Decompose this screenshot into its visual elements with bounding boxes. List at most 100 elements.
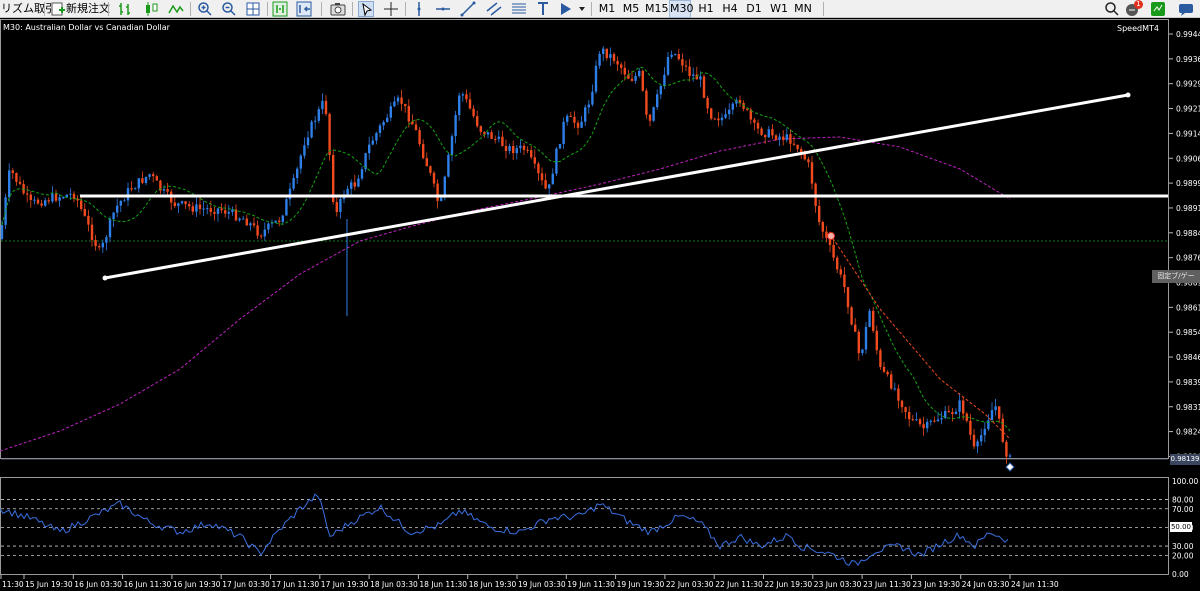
candle-body	[148, 174, 151, 177]
candle-body	[436, 183, 439, 201]
notifications-icon[interactable]: 1	[1125, 0, 1143, 17]
candle-body	[126, 188, 130, 201]
candle-body	[641, 70, 644, 91]
candle-body	[771, 129, 774, 136]
candle-body	[872, 310, 875, 331]
candle-body	[382, 122, 385, 126]
channel-icon[interactable]	[486, 1, 502, 17]
candle-body	[886, 371, 889, 375]
candle-body	[580, 121, 583, 128]
candle-body	[472, 108, 475, 117]
tile-windows-icon[interactable]	[245, 1, 261, 17]
candle-body	[321, 100, 324, 110]
candle-body	[724, 114, 727, 118]
timeframe-h4[interactable]: H4	[722, 2, 738, 15]
chevron-down-icon[interactable]	[574, 1, 585, 17]
horizontal-line-icon[interactable]	[435, 1, 451, 17]
line-chart-icon[interactable]	[168, 1, 184, 17]
zoom-out-icon[interactable]	[221, 1, 237, 17]
toolbar-separator	[267, 2, 268, 16]
candle-body	[476, 116, 479, 127]
timeframe-m1[interactable]: M1	[598, 2, 616, 15]
candle-body	[371, 140, 374, 145]
timeframe-w1[interactable]: W1	[770, 2, 788, 15]
candle-body	[180, 201, 184, 204]
candle-body	[558, 143, 562, 149]
candle-body	[360, 169, 364, 179]
search-icon[interactable]	[1104, 1, 1120, 17]
timeframe-d1[interactable]: D1	[746, 2, 762, 15]
crosshair-icon[interactable]	[383, 1, 399, 17]
candlestick-icon[interactable]	[143, 1, 159, 17]
trade-button[interactable]: リズム取引	[1, 2, 56, 15]
candle-body	[512, 146, 515, 154]
price-axis-label: 0.99065	[1176, 154, 1200, 163]
candle-body	[411, 121, 414, 125]
candle-body	[566, 115, 569, 122]
ma-slow-layer	[0, 136, 1011, 452]
candle-body	[605, 48, 608, 59]
candle-body	[116, 205, 119, 213]
trendline-icon[interactable]	[460, 1, 476, 17]
timeframe-m30[interactable]: M30	[669, 0, 694, 18]
candle-body	[407, 106, 410, 122]
candle-body	[544, 180, 547, 189]
cursor-icon[interactable]	[358, 1, 374, 17]
timeframe-m5[interactable]: M5	[622, 2, 640, 15]
candle-body	[281, 215, 284, 223]
candle-body	[594, 65, 598, 92]
chat-icon[interactable]	[1178, 1, 1194, 17]
toolbar-separator	[591, 2, 592, 16]
bar-chart-icon[interactable]	[117, 1, 133, 17]
candle-body	[80, 200, 83, 210]
candle-body	[393, 101, 396, 107]
timeframe-m15[interactable]: M15	[645, 2, 669, 15]
candle-body	[670, 54, 673, 58]
candle-body	[533, 157, 536, 164]
candle-body	[134, 188, 137, 190]
chart-shift-icon[interactable]	[272, 1, 288, 17]
candle-body	[105, 237, 108, 243]
candle-body	[951, 411, 954, 414]
candle-body	[526, 149, 529, 151]
signals-icon[interactable]	[1150, 1, 1166, 17]
new-order-button[interactable]: 新規注文	[66, 2, 110, 15]
screenshot-icon[interactable]	[330, 1, 346, 17]
candle-body	[850, 307, 853, 325]
candle-body	[396, 97, 400, 102]
fibonacci-icon[interactable]	[511, 1, 527, 17]
autoscroll-icon[interactable]	[296, 1, 312, 17]
candle-body	[648, 114, 652, 121]
time-axis-label: 16 Jun 11:30	[124, 580, 172, 589]
time-axis-label: 17 Jun 19:30	[321, 580, 369, 589]
time-axis-label: 19 Jun 03:30	[518, 580, 566, 589]
candle-body	[87, 215, 90, 225]
candle-body	[612, 54, 616, 61]
ascending-trendline	[104, 93, 1129, 280]
candle-body	[429, 166, 432, 173]
rsi-layer	[0, 493, 1009, 566]
notification-badge: 1	[1134, 0, 1143, 9]
candle-body	[875, 330, 878, 351]
candle-body	[202, 208, 205, 210]
zoom-in-icon[interactable]	[197, 1, 213, 17]
candle-body	[422, 144, 425, 159]
candle-body	[929, 420, 932, 422]
candle-body	[378, 125, 382, 133]
timeframe-mn[interactable]: MN	[794, 2, 812, 15]
text-tool-icon[interactable]	[535, 1, 551, 17]
candle-body	[263, 229, 266, 237]
candle-body	[76, 198, 79, 201]
candle-body	[206, 208, 209, 210]
candle-body	[537, 163, 540, 174]
time-axis-label: 23 Jun 19:30	[912, 580, 960, 589]
new-order-icon[interactable]	[50, 1, 66, 17]
vertical-line-icon[interactable]	[411, 1, 427, 17]
arrows-icon[interactable]	[557, 1, 573, 17]
timeframe-h1[interactable]: H1	[698, 2, 714, 15]
candle-body	[314, 120, 317, 122]
candle-body	[152, 174, 155, 177]
